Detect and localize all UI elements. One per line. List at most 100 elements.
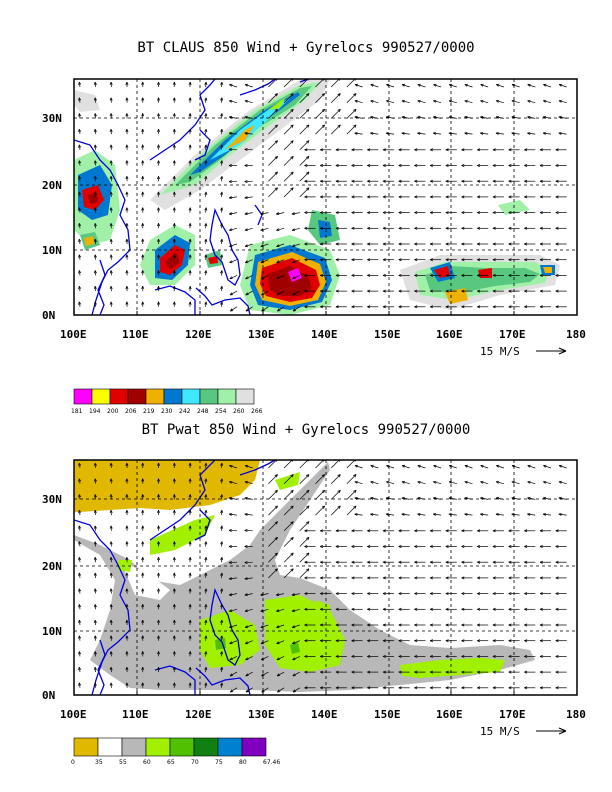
- wind-vector-head: [125, 160, 129, 164]
- wind-vector-head: [109, 97, 113, 101]
- wind-vector-head: [320, 195, 324, 199]
- wind-vector-head: [382, 258, 386, 262]
- wind-vector-head: [382, 592, 386, 596]
- wind-vector: [386, 84, 395, 88]
- wind-vector: [543, 513, 552, 516]
- wind-vector-head: [78, 619, 82, 624]
- wind-vector-head: [244, 147, 248, 151]
- wind-vector-head: [78, 144, 82, 148]
- wind-vector: [283, 124, 294, 135]
- wind-vector-head: [141, 128, 145, 133]
- wind-vector: [260, 227, 269, 231]
- wind-vector-head: [417, 464, 421, 468]
- wind-vector-head: [172, 541, 176, 545]
- wind-vector: [433, 465, 442, 469]
- wind-vector-head: [367, 179, 371, 183]
- wind-vector-head: [354, 512, 358, 516]
- wind-vector-head: [382, 179, 386, 183]
- wind-vector-head: [335, 560, 339, 564]
- wind-vector-head: [445, 654, 449, 658]
- wind-vector-head: [274, 536, 278, 541]
- bottom-map-panel: 0N 10N 20N 30N 100E 110E 120E 130E 140E …: [42, 459, 586, 766]
- wind-vector-head: [245, 657, 249, 661]
- wind-vector: [299, 187, 310, 198]
- wind-vector-head: [382, 654, 386, 658]
- wind-vector-head: [125, 572, 129, 576]
- wind-vector: [268, 140, 278, 151]
- wind-vector-head: [292, 657, 296, 661]
- wind-vector-head: [445, 258, 449, 262]
- wind-vector: [299, 108, 310, 119]
- wind-vector: [229, 497, 238, 500]
- wind-vector-head: [245, 641, 249, 645]
- wind-vector: [229, 259, 238, 263]
- wind-vector-head: [351, 226, 355, 230]
- wind-vector: [511, 100, 520, 104]
- wind-vector-head: [157, 619, 161, 623]
- wind-vector-head: [188, 557, 192, 561]
- colorbar-label: 67.46: [263, 759, 280, 766]
- wind-vector-head: [141, 478, 145, 482]
- wind-vector-head: [321, 474, 326, 478]
- bottom-wind-vectors: [78, 460, 567, 693]
- wind-vector-head: [429, 289, 433, 293]
- wind-vector-head: [109, 207, 113, 211]
- wind-vector: [244, 148, 253, 151]
- wind-vector: [292, 306, 300, 312]
- top-xtick-7: 170E: [499, 328, 526, 341]
- wind-vector: [244, 196, 253, 199]
- bottom-xtick-3: 130E: [248, 708, 275, 721]
- wind-vector-head: [204, 254, 208, 258]
- wind-vector-head: [445, 289, 449, 293]
- wind-vector-head: [78, 97, 82, 101]
- wind-vector-head: [306, 552, 310, 556]
- wind-vector-head: [93, 682, 97, 686]
- wind-vector: [292, 687, 300, 693]
- colorbar-swatch: [121, 737, 147, 757]
- wind-vector-head: [335, 164, 339, 167]
- wind-vector-head: [306, 171, 310, 175]
- wind-vector-head: [274, 489, 278, 494]
- wind-vector: [283, 93, 294, 103]
- wind-vector-head: [204, 301, 208, 305]
- wind-vector-head: [508, 670, 512, 674]
- wind-vector-head: [351, 179, 355, 183]
- wind-vector: [229, 243, 238, 247]
- wind-vector: [276, 608, 285, 612]
- wind-vector: [464, 497, 473, 500]
- wind-vector-head: [172, 635, 176, 639]
- wind-vector-head: [558, 99, 562, 103]
- wind-vector-head: [93, 254, 97, 258]
- wind-vector-head: [93, 97, 97, 101]
- wind-vector: [244, 561, 253, 564]
- wind-vector-head: [228, 196, 233, 200]
- wind-vector-head: [386, 464, 390, 468]
- wind-vector-head: [508, 686, 512, 690]
- wind-vector-head: [398, 607, 402, 611]
- wind-vector-head: [480, 496, 484, 500]
- wind-vector: [283, 108, 294, 119]
- wind-vector-head: [220, 207, 224, 211]
- wind-vector-head: [351, 164, 355, 167]
- bottom-xtick-8: 180: [566, 708, 586, 721]
- wind-vector-head: [93, 128, 97, 133]
- wind-vector-head: [220, 301, 224, 305]
- wind-vector: [354, 465, 363, 469]
- wind-vector-head: [433, 464, 437, 468]
- wind-vector-head: [229, 99, 233, 103]
- wind-vector-head: [524, 195, 528, 199]
- wind-vector: [433, 497, 442, 500]
- wind-vector: [480, 497, 489, 500]
- wind-vector-head: [351, 654, 355, 658]
- wind-vector-head: [125, 270, 129, 274]
- wind-vector-head: [304, 148, 308, 152]
- wind-vector-head: [141, 191, 145, 195]
- wind-vector: [354, 84, 363, 88]
- wind-vector-head: [172, 525, 176, 529]
- wind-vector-head: [477, 226, 481, 230]
- wind-vector-head: [464, 99, 468, 103]
- wind-vector-head: [228, 561, 232, 565]
- wind-vector-head: [492, 545, 496, 548]
- wind-vector-head: [370, 115, 374, 119]
- wind-vector-head: [78, 113, 82, 117]
